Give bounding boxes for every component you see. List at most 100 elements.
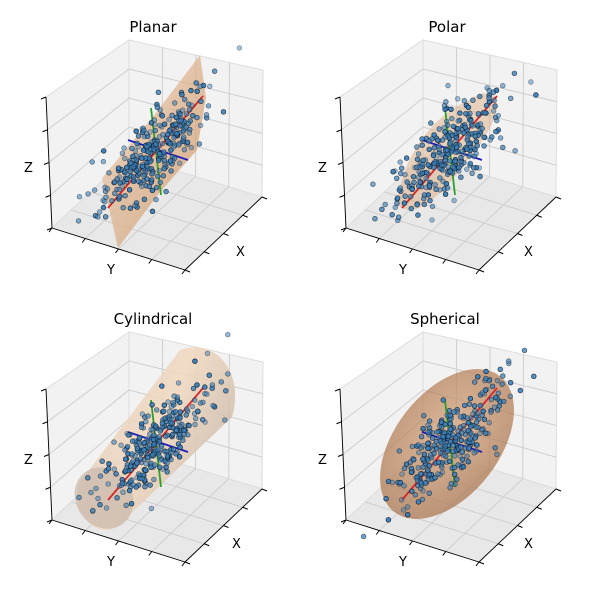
data-point [429, 435, 436, 441]
data-point [176, 142, 182, 148]
data-point [181, 147, 188, 153]
data-point [85, 475, 91, 481]
data-point [156, 157, 162, 164]
data-point [394, 200, 400, 207]
data-point [467, 151, 473, 158]
data-point [176, 160, 183, 166]
data-point [163, 188, 169, 195]
data-point [488, 407, 494, 414]
data-point [427, 197, 433, 204]
data-point [446, 433, 452, 440]
data-point [124, 443, 131, 450]
data-point [111, 179, 118, 185]
data-point [511, 70, 518, 77]
data-point [451, 409, 457, 415]
data-point [465, 459, 472, 465]
data-point [467, 395, 474, 402]
data-point [183, 412, 189, 418]
data-point [90, 507, 96, 514]
data-point [431, 132, 437, 138]
data-point [474, 143, 480, 149]
data-point [394, 195, 401, 201]
x-axis-label: X [236, 245, 245, 260]
data-point [168, 168, 174, 174]
data-point [183, 406, 190, 412]
data-point [442, 129, 448, 135]
data-point [370, 181, 376, 187]
data-point [382, 201, 388, 208]
gridline [522, 62, 524, 187]
data-point [200, 416, 206, 423]
data-point [401, 465, 408, 472]
data-point [170, 399, 176, 406]
data-point [398, 165, 405, 171]
data-point [177, 444, 183, 451]
data-point [210, 402, 216, 409]
data-point [147, 129, 153, 135]
y-tick [81, 530, 86, 535]
data-point [426, 490, 433, 496]
data-point [443, 181, 450, 187]
data-point [417, 179, 423, 185]
z-axis-label: Z [24, 453, 33, 468]
data-point [488, 409, 494, 416]
data-point [186, 422, 192, 429]
data-point [120, 489, 126, 495]
x-tick [536, 214, 542, 218]
data-point [145, 149, 152, 155]
data-point [459, 449, 465, 455]
data-point [186, 101, 192, 107]
data-point [419, 170, 426, 176]
data-point [171, 144, 177, 150]
x-tick [184, 561, 191, 565]
data-point [409, 186, 415, 193]
data-point [379, 206, 385, 213]
data-point [385, 517, 392, 523]
data-point [385, 478, 392, 485]
data-point [455, 125, 461, 132]
data-point [165, 399, 171, 405]
data-point [160, 173, 167, 179]
data-point [135, 166, 142, 172]
data-point [470, 97, 476, 103]
z-tick [336, 129, 342, 133]
data-point [171, 393, 177, 399]
data-point [109, 198, 115, 204]
data-point [442, 157, 448, 164]
data-point [447, 426, 454, 432]
data-point [399, 471, 405, 477]
gridline [118, 468, 196, 542]
data-point [490, 108, 497, 114]
data-point [153, 184, 160, 191]
x-axis-label: X [232, 537, 241, 552]
data-point [223, 388, 229, 394]
data-point [426, 138, 432, 144]
data-point [425, 429, 431, 435]
data-point [197, 400, 204, 406]
data-point [205, 103, 212, 109]
data-point [209, 382, 216, 388]
data-point [473, 424, 479, 430]
data-point [421, 451, 428, 457]
data-point [512, 148, 518, 154]
data-point [458, 155, 464, 161]
data-point [462, 124, 469, 131]
data-point [182, 96, 188, 103]
data-point [173, 427, 180, 434]
data-point [197, 83, 203, 90]
data-point [123, 164, 130, 171]
z-tick [43, 454, 50, 457]
data-point [132, 148, 139, 155]
y-tick [475, 561, 480, 567]
data-point [389, 212, 395, 218]
data-point [477, 173, 483, 180]
data-point [500, 373, 506, 379]
data-point [487, 137, 493, 143]
data-point [119, 150, 126, 157]
data-point [149, 208, 156, 215]
data-point [151, 432, 157, 439]
data-point [135, 178, 142, 184]
data-point [495, 390, 502, 396]
data-point [163, 433, 169, 440]
data-point [383, 496, 389, 502]
